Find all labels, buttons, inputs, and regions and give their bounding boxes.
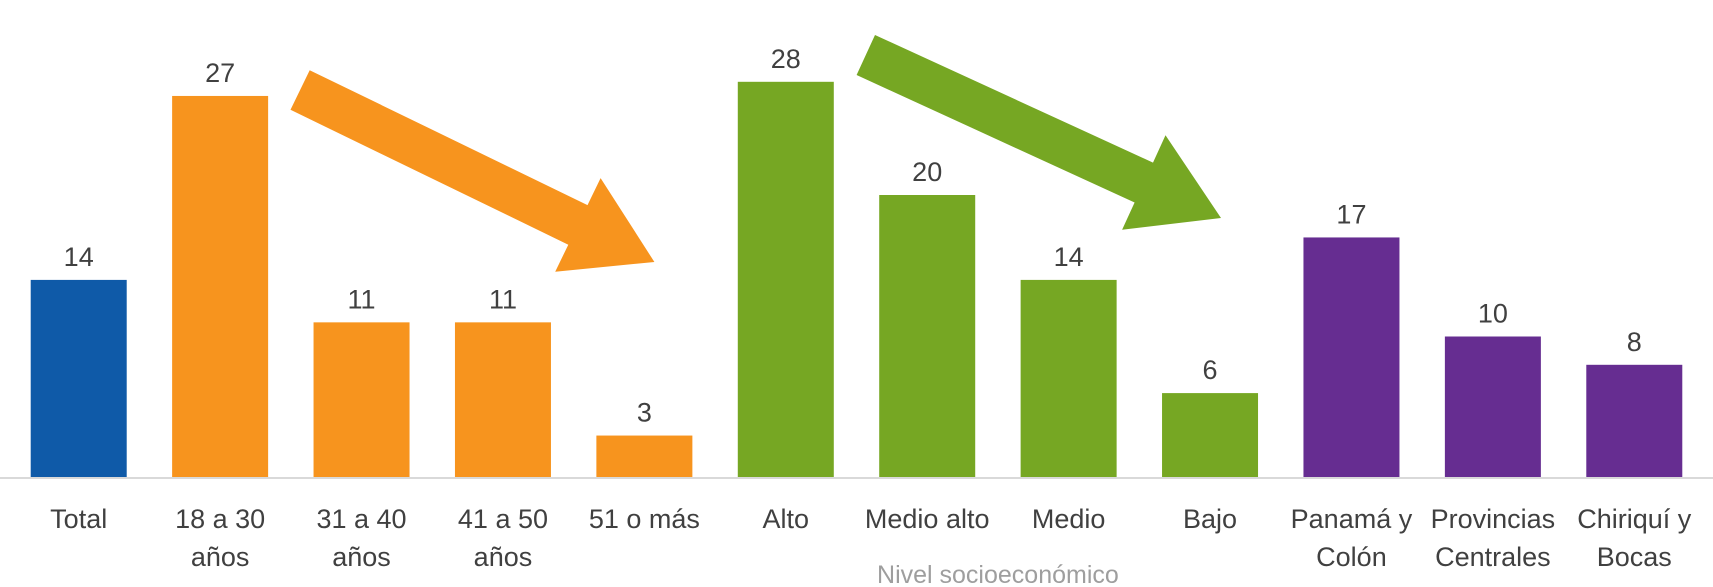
bar — [1444, 336, 1541, 478]
bar — [879, 195, 976, 478]
bar — [1162, 393, 1259, 478]
category-label: Alto — [763, 504, 810, 534]
category-label: 51 o más — [589, 504, 700, 534]
data-label: 11 — [348, 284, 376, 314]
category-label: 18 a 30 — [175, 504, 265, 534]
bars — [30, 81, 1683, 479]
category-label: Total — [50, 504, 107, 534]
data-label: 17 — [1336, 199, 1366, 229]
category-label: Chiriquí y — [1577, 504, 1692, 534]
bar — [1020, 279, 1117, 478]
category-labels: Total 18 a 30 años 31 a 40 años 41 a 50 años 51… — [50, 504, 1692, 572]
trend-arrows — [290, 35, 1221, 272]
bar — [737, 81, 834, 479]
category-label: Medio alto — [865, 504, 990, 534]
category-label: Colón — [1316, 542, 1387, 572]
data-label: 14 — [64, 242, 94, 272]
data-label: 6 — [1203, 355, 1218, 385]
data-label: 10 — [1478, 299, 1508, 329]
trend-arrow — [856, 35, 1221, 230]
data-label: 20 — [912, 157, 942, 187]
bar — [596, 435, 693, 478]
bar — [30, 279, 127, 478]
bar — [1586, 364, 1683, 478]
data-label: 3 — [637, 398, 652, 428]
trend-arrow — [290, 70, 655, 272]
category-label: Medio — [1032, 504, 1106, 534]
bar — [172, 95, 269, 478]
bar — [313, 322, 410, 478]
category-label: años — [191, 542, 250, 572]
category-label: 31 a 40 — [316, 504, 406, 534]
category-label: 41 a 50 — [458, 504, 548, 534]
category-label: Bocas — [1597, 542, 1672, 572]
category-label: Bajo — [1183, 504, 1237, 534]
category-label: Provincias — [1431, 504, 1556, 534]
data-label: 14 — [1054, 242, 1084, 272]
data-label: 28 — [771, 44, 801, 74]
data-label: 27 — [205, 58, 235, 88]
category-label: Panamá y — [1291, 504, 1413, 534]
category-label: años — [332, 542, 391, 572]
category-label: años — [474, 542, 533, 572]
bar — [1303, 237, 1400, 478]
category-label: Centrales — [1435, 542, 1551, 572]
data-label: 8 — [1627, 327, 1642, 357]
bar — [454, 322, 551, 478]
value-labels: 14 27 11 11 3 28 20 14 6 17 10 8 — [64, 44, 1642, 428]
data-label: 11 — [489, 284, 517, 314]
group-label: Nivel socioeconómico — [877, 561, 1119, 587]
